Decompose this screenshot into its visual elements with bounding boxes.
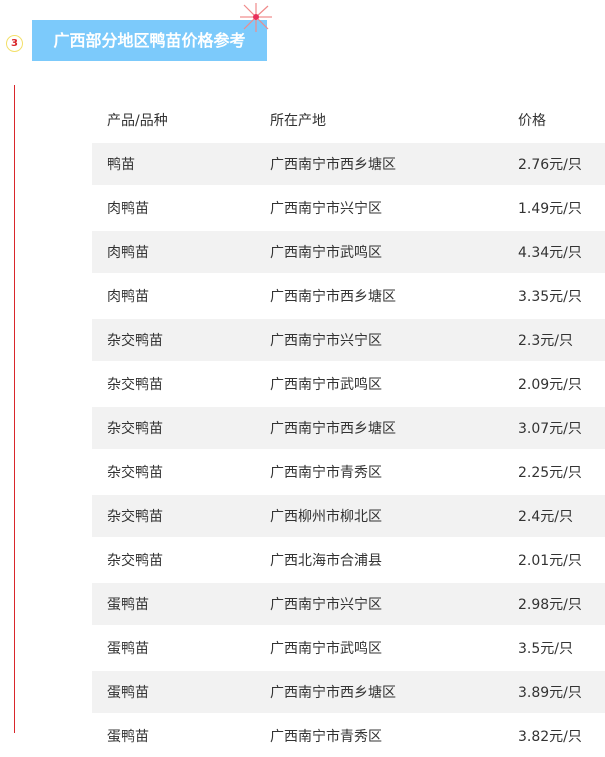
table-row: 蛋鸭苗 广西南宁市西乡塘区 3.89元/只 [92,669,605,714]
cell-price: 2.4元/只 [518,493,605,538]
table-row: 杂交鸭苗 广西南宁市武鸣区 2.09元/只 [92,361,605,406]
cell-price: 2.3元/只 [518,317,605,362]
table-header-row: 产品/品种 所在产地 价格 [92,99,605,142]
cell-product: 蛋鸭苗 [92,669,270,714]
cell-origin: 广西北海市合浦县 [270,537,518,582]
cell-product: 杂交鸭苗 [92,537,270,582]
cell-price: 3.82元/只 [518,713,605,757]
header-origin: 所在产地 [270,113,326,129]
price-table: 产品/品种 所在产地 价格 鸭苗 广西南宁市西乡塘区 2.76元/只 肉鸭苗 广西南宁市… [92,99,605,757]
cell-product: 杂交鸭苗 [92,449,270,494]
table-row: 蛋鸭苗 广西南宁市武鸣区 3.5元/只 [92,625,605,670]
cell-product: 蛋鸭苗 [92,581,270,626]
table-row: 蛋鸭苗 广西南宁市兴宁区 2.98元/只 [92,581,605,626]
cell-origin: 广西南宁市青秀区 [270,713,518,757]
cell-origin: 广西南宁市武鸣区 [270,229,518,274]
cell-origin: 广西柳州市柳北区 [270,493,518,538]
cell-price: 2.25元/只 [518,449,605,494]
cell-product: 肉鸭苗 [92,229,270,274]
table-row: 杂交鸭苗 广西柳州市柳北区 2.4元/只 [92,493,605,538]
table-row: 肉鸭苗 广西南宁市武鸣区 4.34元/只 [92,229,605,274]
divider-line [14,85,15,733]
cell-origin: 广西南宁市西乡塘区 [270,669,518,714]
table-row: 杂交鸭苗 广西南宁市西乡塘区 3.07元/只 [92,405,605,450]
cell-origin: 广西南宁市青秀区 [270,449,518,494]
cell-price: 2.01元/只 [518,537,605,582]
cell-product: 杂交鸭苗 [92,405,270,450]
cell-price: 3.35元/只 [518,273,605,318]
cell-origin: 广西南宁市兴宁区 [270,317,518,362]
cell-price: 3.89元/只 [518,669,605,714]
cell-product: 肉鸭苗 [92,185,270,230]
cell-product: 蛋鸭苗 [92,625,270,670]
table-row: 杂交鸭苗 广西南宁市兴宁区 2.3元/只 [92,317,605,362]
cell-origin: 广西南宁市武鸣区 [270,625,518,670]
cell-product: 杂交鸭苗 [92,493,270,538]
table-row: 肉鸭苗 广西南宁市西乡塘区 3.35元/只 [92,273,605,318]
table-row: 鸭苗 广西南宁市西乡塘区 2.76元/只 [92,141,605,186]
table-row: 杂交鸭苗 广西北海市合浦县 2.01元/只 [92,537,605,582]
header-product: 产品/品种 [107,113,168,129]
firework-icon [240,3,272,32]
cell-product: 鸭苗 [92,141,270,186]
cell-product: 肉鸭苗 [92,273,270,318]
cell-price: 2.09元/只 [518,361,605,406]
cell-price: 1.49元/只 [518,185,605,230]
cell-origin: 广西南宁市西乡塘区 [270,273,518,318]
cell-origin: 广西南宁市兴宁区 [270,185,518,230]
table-row: 杂交鸭苗 广西南宁市青秀区 2.25元/只 [92,449,605,494]
cell-origin: 广西南宁市武鸣区 [270,361,518,406]
cell-price: 3.07元/只 [518,405,605,450]
cell-origin: 广西南宁市西乡塘区 [270,141,518,186]
cell-price: 2.76元/只 [518,141,605,186]
section-number-badge: 3 [6,35,23,52]
cell-origin: 广西南宁市西乡塘区 [270,405,518,450]
table-row: 蛋鸭苗 广西南宁市青秀区 3.82元/只 [92,713,605,757]
cell-product: 杂交鸭苗 [92,361,270,406]
cell-origin: 广西南宁市兴宁区 [270,581,518,626]
cell-product: 杂交鸭苗 [92,317,270,362]
header-price: 价格 [518,113,546,129]
cell-product: 蛋鸭苗 [92,713,270,757]
cell-price: 3.5元/只 [518,625,605,670]
cell-price: 2.98元/只 [518,581,605,626]
section-title: 广西部分地区鸭苗价格参考 [32,20,267,61]
table-row: 肉鸭苗 广西南宁市兴宁区 1.49元/只 [92,185,605,230]
cell-price: 4.34元/只 [518,229,605,274]
